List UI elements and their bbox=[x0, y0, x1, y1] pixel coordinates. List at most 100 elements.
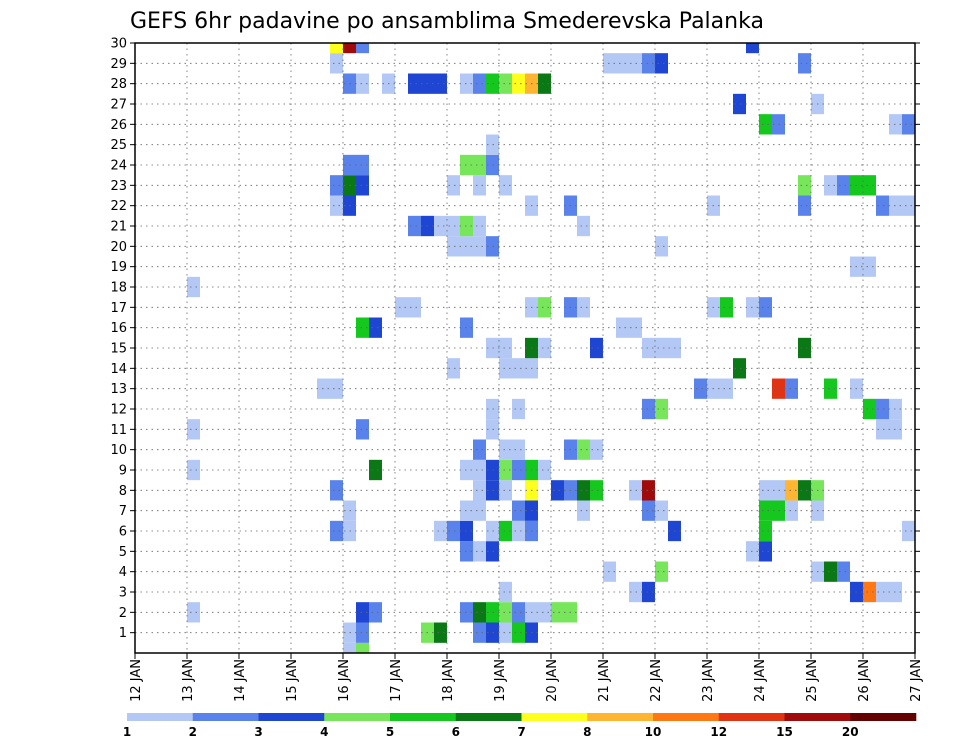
x-tick-label: 17 JAN bbox=[389, 659, 404, 702]
heatmap-cell bbox=[356, 642, 369, 653]
heatmap-cell bbox=[512, 602, 525, 623]
y-tick-label: 19 bbox=[110, 260, 127, 275]
y-tick-label: 20 bbox=[110, 240, 127, 255]
heatmap-cell bbox=[655, 337, 668, 359]
heatmap-cell bbox=[863, 398, 876, 420]
heatmap-cell bbox=[590, 337, 603, 359]
heatmap-cell bbox=[408, 73, 421, 94]
heatmap-cell bbox=[447, 520, 460, 542]
heatmap-cell bbox=[473, 500, 486, 521]
heatmap-cell bbox=[902, 195, 915, 216]
heatmap-cell bbox=[369, 602, 382, 623]
y-tick-label: 16 bbox=[110, 321, 127, 336]
heatmap-cell bbox=[499, 73, 512, 94]
heatmap-cell bbox=[759, 480, 772, 501]
heatmap-cell bbox=[538, 73, 551, 94]
heatmap-cell bbox=[577, 297, 590, 318]
y-tick-label: 23 bbox=[110, 179, 127, 194]
x-tick-label: 15 JAN bbox=[285, 659, 300, 702]
colorbar-label: 7 bbox=[517, 725, 525, 739]
y-tick-label: 28 bbox=[110, 77, 127, 92]
heatmap-cell bbox=[408, 215, 421, 237]
colorbar-label: 6 bbox=[452, 725, 460, 739]
colorbar-swatch bbox=[324, 713, 391, 721]
heatmap-cell bbox=[343, 43, 356, 54]
heatmap-cell bbox=[473, 215, 486, 237]
x-tick-label: 27 JAN bbox=[909, 659, 924, 702]
heatmap-cell bbox=[434, 215, 447, 237]
heatmap-cell bbox=[512, 622, 525, 643]
colorbar-label: 1 bbox=[123, 725, 131, 739]
heatmap-cell bbox=[499, 622, 512, 643]
y-tick-label: 22 bbox=[110, 199, 127, 214]
y-tick-label: 8 bbox=[119, 484, 127, 499]
y-tick-label: 24 bbox=[110, 159, 127, 174]
heatmap-cell bbox=[499, 520, 512, 542]
y-tick-label: 15 bbox=[110, 342, 127, 357]
heatmap-cell bbox=[863, 175, 876, 196]
y-tick-label: 25 bbox=[110, 138, 127, 153]
colorbar-swatch bbox=[850, 713, 917, 721]
x-tick-label: 13 JAN bbox=[181, 659, 196, 702]
colorbar-swatch bbox=[653, 713, 720, 721]
heatmap-cell bbox=[590, 439, 603, 460]
heatmap-cell bbox=[759, 520, 772, 542]
x-tick-label: 21 JAN bbox=[597, 659, 612, 702]
heatmap-cell bbox=[330, 378, 343, 399]
x-tick-label: 14 JAN bbox=[233, 659, 248, 702]
heatmap-cell bbox=[499, 602, 512, 623]
heatmap-cell bbox=[512, 439, 525, 460]
x-tick-label: 18 JAN bbox=[441, 659, 456, 702]
x-tick-label: 12 JAN bbox=[129, 659, 144, 702]
heatmap-cell bbox=[577, 439, 590, 460]
heatmap-cell bbox=[187, 459, 200, 481]
heatmap-cell bbox=[642, 337, 655, 359]
heatmap-cell bbox=[655, 500, 668, 521]
heatmap-cell bbox=[863, 256, 876, 277]
heatmap-cell bbox=[499, 337, 512, 359]
y-tick-label: 21 bbox=[110, 220, 127, 235]
y-tick-label: 7 bbox=[119, 504, 127, 519]
y-tick-label: 14 bbox=[110, 362, 127, 377]
heatmap-cell bbox=[642, 398, 655, 420]
heatmap-cell bbox=[330, 53, 343, 74]
heatmap-cell bbox=[538, 459, 551, 481]
heatmap-cell bbox=[473, 154, 486, 176]
heatmap-cell bbox=[876, 195, 889, 216]
heatmap-cell bbox=[824, 561, 837, 582]
heatmap-cell bbox=[512, 500, 525, 521]
heatmap-cell bbox=[798, 53, 811, 74]
heatmap-cell bbox=[798, 175, 811, 196]
heatmap-cell bbox=[473, 541, 486, 562]
heatmap-cell bbox=[447, 236, 460, 257]
y-tick-label: 26 bbox=[110, 118, 127, 133]
colorbar-swatch bbox=[258, 713, 325, 721]
x-tick-label: 20 JAN bbox=[545, 659, 560, 702]
heatmap-cell bbox=[876, 398, 889, 420]
heatmap-cell bbox=[785, 500, 798, 521]
heatmap-cell bbox=[356, 43, 369, 54]
heatmap-cell bbox=[590, 480, 603, 501]
heatmap-cell bbox=[876, 581, 889, 603]
y-tick-label: 30 bbox=[110, 37, 127, 52]
y-tick-label: 3 bbox=[119, 586, 127, 601]
colorbar-label: 20 bbox=[842, 725, 859, 739]
heatmap-cell bbox=[837, 561, 850, 582]
heatmap-cell bbox=[356, 622, 369, 643]
heatmap-cell bbox=[447, 175, 460, 196]
heatmap-cell bbox=[616, 317, 629, 338]
heatmap-cell bbox=[473, 459, 486, 481]
colorbar-swatch bbox=[784, 713, 851, 721]
heatmap-cell bbox=[187, 276, 200, 298]
heatmap-cell bbox=[733, 93, 746, 115]
colorbar-swatch bbox=[390, 713, 457, 721]
heatmap-cell bbox=[330, 175, 343, 196]
y-tick-label: 5 bbox=[119, 545, 127, 560]
heatmap-cell bbox=[343, 642, 356, 653]
heatmap-cell bbox=[512, 520, 525, 542]
heatmap-cell bbox=[499, 581, 512, 603]
heatmap-cell bbox=[824, 378, 837, 399]
x-tick-label: 23 JAN bbox=[701, 659, 716, 702]
heatmap-cell bbox=[642, 480, 655, 501]
heatmap-cell bbox=[759, 541, 772, 562]
